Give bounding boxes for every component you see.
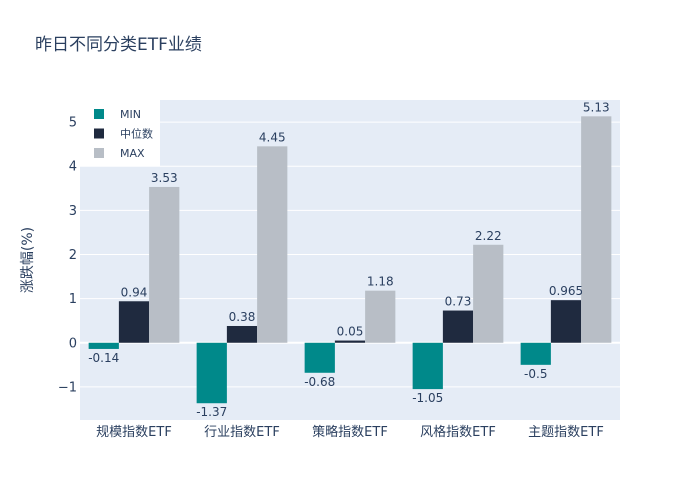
bar-MIN-2 [196, 342, 227, 404]
gridlines [80, 121, 620, 388]
x-tick-label: 规模指数ETF [96, 425, 172, 440]
data-label: 4.45 [259, 130, 286, 144]
bar-MAX-5 [581, 116, 612, 343]
data-label: -0.5 [524, 367, 547, 381]
data-labels: -0.14 0.94 3.53 -1.37 0.38 4.45 -0.68 0.05 1.18 -… [88, 100, 609, 419]
y-axis-label: 涨跌幅(%) [20, 227, 36, 293]
chart-title: 昨日不同分类ETF业绩 [35, 35, 202, 55]
legend-swatch [94, 128, 104, 139]
bar-中位数-1 [118, 301, 150, 343]
data-label: 0.05 [337, 325, 364, 339]
legend-background [80, 100, 160, 166]
bar-中位数-2 [226, 325, 258, 343]
bar-MAX-3 [365, 290, 396, 343]
legend-item[interactable]: MAX [94, 147, 145, 160]
legend-item[interactable]: MIN [94, 108, 141, 121]
bar-中位数-4 [442, 310, 474, 343]
legend-swatch [94, 109, 104, 119]
data-label: 5.13 [583, 100, 610, 114]
legend-item[interactable]: 中位数 [94, 127, 153, 141]
x-tick-label: 行业指数ETF [204, 425, 280, 440]
bars [88, 116, 612, 404]
bar-MIN-4 [412, 342, 443, 390]
y-tick-label: 4 [69, 160, 77, 175]
y-tick-label: 5 [69, 116, 77, 131]
data-label: -0.14 [88, 351, 119, 365]
bar-MAX-1 [149, 186, 180, 343]
bar-MAX-2 [257, 146, 288, 343]
data-label: 2.22 [475, 229, 502, 243]
y-tick-label: 2 [69, 248, 77, 263]
bar-MIN-1 [88, 342, 119, 349]
legend[interactable]: MIN 中位数 MAX [80, 100, 160, 166]
data-label: -0.68 [304, 375, 335, 389]
data-label: 0.94 [121, 285, 148, 299]
bar-MIN-3 [304, 342, 335, 373]
y-tick-label: 0 [69, 336, 77, 351]
legend-label: MAX [120, 147, 145, 160]
data-label: -1.05 [412, 391, 443, 405]
data-label: 0.73 [445, 295, 472, 309]
legend-swatch [94, 148, 104, 158]
x-tick-label: 策略指数ETF [312, 424, 388, 440]
data-label: 0.38 [229, 310, 256, 324]
bar-MAX-4 [473, 244, 504, 343]
x-tick-label: 主题指数ETF [528, 425, 604, 440]
y-tick-label: 3 [69, 204, 77, 219]
x-tick-label: 风格指数ETF [420, 424, 496, 440]
data-label: -1.37 [196, 405, 227, 419]
x-axis-ticks: 规模指数ETF 行业指数ETF 策略指数ETF 风格指数ETF 主题指数ETF [96, 424, 604, 440]
legend-label: MIN [120, 108, 141, 121]
bar-中位数-5 [550, 300, 582, 343]
bar-MIN-5 [520, 342, 551, 365]
y-tick-label: 1 [69, 292, 77, 307]
y-tick-label: −1 [58, 380, 77, 395]
data-label: 1.18 [367, 275, 394, 289]
y-axis-ticks: −1 0 1 2 3 4 5 [58, 116, 77, 396]
bar-中位数-3 [334, 340, 366, 343]
data-label: 3.53 [151, 171, 178, 185]
legend-label: 中位数 [120, 127, 153, 141]
data-label: 0.965 [549, 284, 583, 298]
